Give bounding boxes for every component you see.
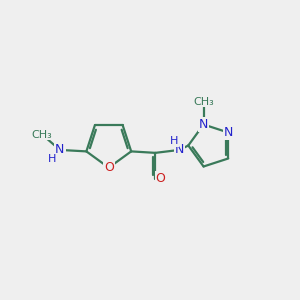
Text: O: O xyxy=(104,161,114,174)
Text: N: N xyxy=(175,143,184,156)
Text: N: N xyxy=(224,126,233,139)
Text: O: O xyxy=(156,172,166,185)
Text: CH₃: CH₃ xyxy=(32,130,52,140)
Text: N: N xyxy=(199,118,208,131)
Text: N: N xyxy=(55,143,64,156)
Text: CH₃: CH₃ xyxy=(193,97,214,106)
Text: H: H xyxy=(47,154,56,164)
Text: H: H xyxy=(170,136,178,146)
